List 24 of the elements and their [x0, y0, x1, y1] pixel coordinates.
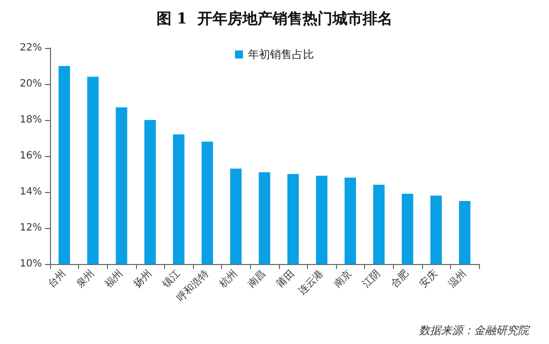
- x-tick-label: 镇江: [159, 267, 183, 291]
- x-tick-label: 温州: [446, 267, 469, 290]
- x-tick-label: 扬州: [131, 267, 154, 290]
- chart-title: 图 1 开年房地产销售热门城市排名: [156, 10, 393, 28]
- y-tick-label: 22%: [20, 42, 42, 54]
- legend-label: 年初销售占比: [248, 48, 314, 61]
- source-note: 数据来源：金融研究院: [419, 324, 531, 337]
- y-tick-label: 12%: [20, 222, 42, 234]
- y-tick-label: 10%: [20, 258, 42, 270]
- x-tick-label: 南昌: [246, 267, 268, 290]
- y-tick-label: 20%: [20, 78, 42, 90]
- x-tick-label: 南京: [332, 267, 354, 290]
- x-tick-label: 连云港: [296, 267, 326, 298]
- x-tick-label: 台州: [46, 267, 68, 290]
- x-tick-label: 莆田: [274, 267, 297, 290]
- x-tick-label: 合肥: [388, 267, 412, 290]
- y-tick-label: 14%: [20, 186, 42, 198]
- x-tick-label: 福州: [102, 267, 126, 290]
- x-tick-label: 江阴: [360, 267, 383, 290]
- y-tick-label: 16%: [20, 150, 42, 162]
- y-tick-label: 18%: [20, 114, 42, 126]
- x-tick-label: 泉州: [74, 267, 97, 290]
- x-tick-label: 杭州: [216, 267, 240, 291]
- x-tick-label: 安庆: [417, 267, 440, 290]
